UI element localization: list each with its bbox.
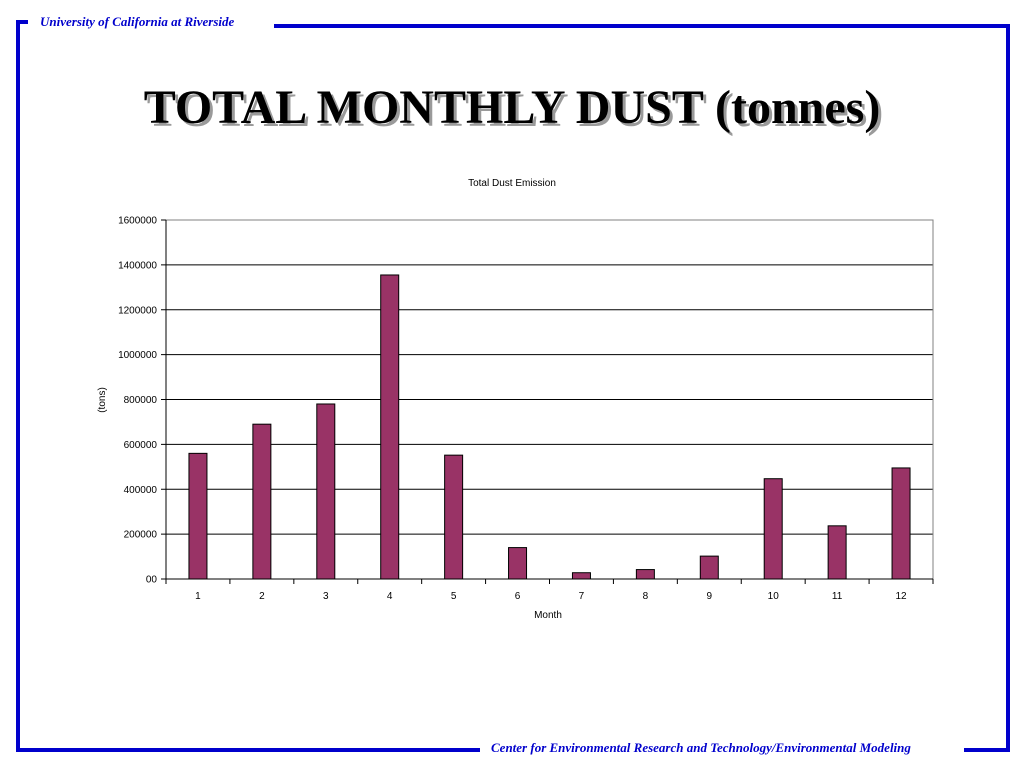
- y-tick-label: 1600000: [118, 216, 157, 227]
- bar-month-5: [444, 454, 464, 580]
- x-tick-label: 11: [832, 591, 843, 602]
- x-tick-label: 4: [387, 591, 393, 602]
- x-tick-label: 5: [451, 591, 457, 602]
- frame-bottom-right: [964, 748, 1010, 752]
- y-tick-label: 1000000: [118, 350, 157, 361]
- tick-labels: 00 200000 400000 600000 800000 1000000 1200000…: [118, 216, 907, 603]
- x-tick-label: 3: [323, 591, 329, 602]
- x-tick-label: 8: [643, 591, 649, 602]
- bar-month-7: [571, 572, 591, 580]
- x-tick-label: 7: [579, 591, 585, 602]
- chart-title: Total Dust Emission: [468, 178, 556, 189]
- frame-left: [16, 20, 20, 752]
- bar-month-11: [827, 525, 847, 580]
- bar-month-2: [252, 423, 272, 580]
- x-tick-label: 6: [515, 591, 521, 602]
- y-axis-label: (tons): [97, 387, 108, 413]
- frame-top-right: [274, 24, 1010, 28]
- y-tick-label: 1400000: [118, 260, 157, 271]
- bar-month-9: [699, 555, 719, 580]
- bar-month-1: [188, 452, 208, 580]
- slide-title: TOTAL MONTHLY DUST (tonnes): [143, 81, 881, 134]
- y-tick-label: 1200000: [118, 305, 157, 316]
- x-axis-label: Month: [534, 610, 562, 621]
- y-tick-label: 600000: [124, 440, 158, 451]
- frame-right: [1006, 24, 1010, 752]
- bar-month-8: [635, 569, 655, 580]
- y-tick-label: 400000: [124, 485, 158, 496]
- frame-top-left: [16, 20, 28, 24]
- y-tick-label: 800000: [124, 395, 158, 406]
- footer-org-label: Center for Environmental Research and Te…: [487, 740, 915, 756]
- gridlines: [166, 219, 933, 535]
- x-tick-label: 2: [259, 591, 265, 602]
- header-org-label: University of California at Riverside: [36, 14, 239, 30]
- frame-bottom-left: [16, 748, 480, 752]
- bar-month-10: [763, 478, 783, 580]
- x-tick-label: 12: [895, 591, 907, 602]
- bar-month-4: [380, 274, 400, 580]
- x-tick-label: 1: [195, 591, 201, 602]
- y-tick-label: 00: [146, 575, 158, 586]
- bar-month-3: [316, 403, 336, 580]
- bar-chart: Total Dust Emission 00 200000 400000 600000…: [97, 178, 934, 621]
- bar-month-6: [508, 547, 528, 580]
- y-tick-label: 200000: [124, 530, 158, 541]
- axes: [161, 219, 934, 584]
- bars: [188, 274, 911, 580]
- bar-month-12: [891, 467, 911, 580]
- x-tick-label: 9: [707, 591, 713, 602]
- x-tick-label: 10: [768, 591, 780, 602]
